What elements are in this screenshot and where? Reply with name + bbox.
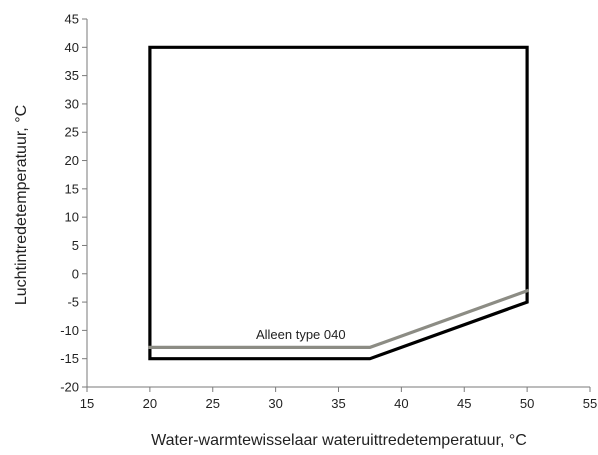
y-tick-label: 20 [65,153,79,168]
y-tick-label: -20 [60,380,79,395]
type-040-line [148,288,530,349]
y-axis-title: Luchtintredetemperatuur, °C [13,105,30,305]
y-tick-label: 0 [72,266,79,281]
x-tick-label: 40 [394,396,408,411]
y-tick-label: -15 [60,351,79,366]
y-tick-label: 30 [65,96,79,111]
x-tick-label: 35 [331,396,345,411]
x-tick-label: 25 [206,396,220,411]
y-tick-label: -5 [67,295,79,310]
y-tick-label: 15 [65,181,79,196]
x-tick-label: 20 [143,396,157,411]
x-axis-title: Water-warmtewisselaar wateruittredetempe… [151,432,527,449]
x-tick-label: 30 [268,396,282,411]
y-tick-label: 40 [65,40,79,55]
y-tick-label: 10 [65,210,79,225]
envelope-line [148,45,529,361]
x-tick-label: 15 [80,396,94,411]
x-tick-label: 45 [457,396,471,411]
y-tick-label: 45 [65,12,79,27]
annotation-label: Alleen type 040 [256,327,346,342]
y-tick-label: 35 [65,68,79,83]
y-tick-label: 25 [65,125,79,140]
y-tick-label: -10 [60,323,79,338]
y-tick-label: 5 [72,238,79,253]
x-tick-label: 55 [583,396,597,411]
x-tick-label: 50 [520,396,534,411]
